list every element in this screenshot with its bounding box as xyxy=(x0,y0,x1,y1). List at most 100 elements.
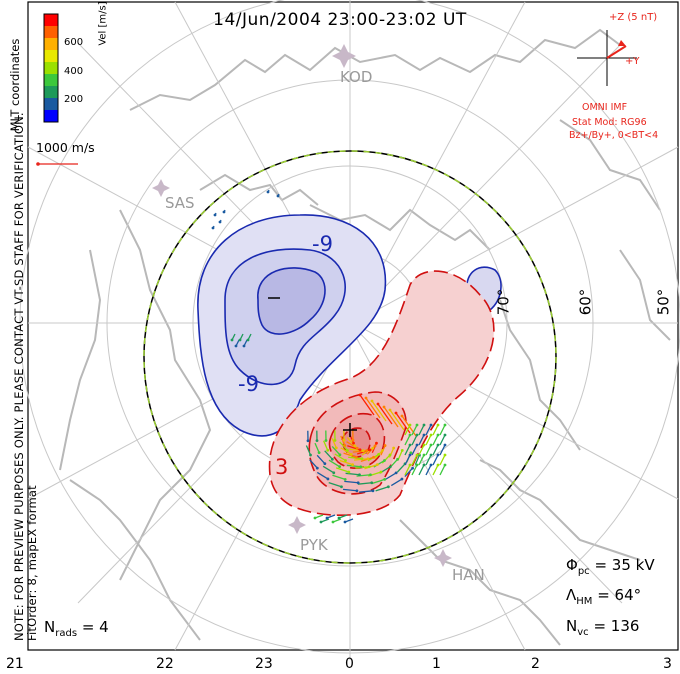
imf-clock-dial xyxy=(577,30,637,86)
colorbar-swatch xyxy=(44,86,58,98)
imf-source: OMNI IMF xyxy=(582,102,628,113)
colorbar-tick-600: 600 xyxy=(64,37,84,48)
velocity-vector xyxy=(334,453,346,462)
nvc-symbol: N xyxy=(566,617,578,635)
stat-n-vc: Nvc = 136 xyxy=(566,617,639,638)
imf-bz-label: +Z (5 nT) xyxy=(609,12,658,23)
vector-origin xyxy=(408,453,412,457)
vector-origin xyxy=(355,489,359,493)
vector-origin xyxy=(408,423,412,427)
vector-origin xyxy=(337,516,341,520)
vector-origin xyxy=(429,423,433,427)
velocity-vector xyxy=(324,450,333,460)
fit-order: FitOrder: 8, mapEX format xyxy=(25,485,39,641)
vector-origin xyxy=(443,463,447,467)
vector-origin xyxy=(331,520,335,524)
coastlines xyxy=(59,28,671,646)
velocity-vector xyxy=(373,460,385,468)
vector-origin xyxy=(338,453,342,457)
velocity-vector xyxy=(340,447,352,455)
velocity-vector xyxy=(346,464,361,468)
positive-contour-label: 3 xyxy=(275,455,289,479)
vector-origin xyxy=(358,393,362,397)
velocity-vector xyxy=(397,450,403,461)
mlt-tick-22: 22 xyxy=(156,656,174,672)
vector-origin xyxy=(369,473,372,477)
nrads-value: = 4 xyxy=(81,618,109,636)
velocity-vector xyxy=(404,454,411,466)
nrads-symbol: N xyxy=(44,618,56,636)
vector-origin xyxy=(340,485,343,489)
velocity-vector xyxy=(316,454,326,465)
velocity-vector xyxy=(425,464,432,476)
velocity-vector xyxy=(309,459,318,469)
vector-origin xyxy=(317,451,321,455)
colorbar-swatch xyxy=(44,50,58,62)
colorbar-tick-400: 400 xyxy=(64,66,84,77)
vector-origin xyxy=(338,465,342,469)
vector-origin xyxy=(379,470,383,474)
mlt-tick-3: 3 xyxy=(663,656,672,672)
vector-origin xyxy=(366,457,370,461)
velocity-vector xyxy=(418,424,425,436)
velocity-vector xyxy=(314,514,324,519)
velocity-vector xyxy=(320,518,330,523)
vector-origin xyxy=(383,444,387,447)
vector-origin xyxy=(315,466,319,470)
velocity-vector xyxy=(355,466,370,469)
velocity-vector xyxy=(371,478,385,485)
vector-origin xyxy=(429,453,433,457)
vector-origin xyxy=(436,423,440,427)
vector-origin xyxy=(373,444,377,448)
vector-origin xyxy=(313,516,317,520)
station-sas: SAS xyxy=(165,194,195,212)
vector-origin xyxy=(443,433,447,437)
colorbar-swatch xyxy=(44,110,58,122)
vector-origin xyxy=(394,471,398,475)
velocity-vector xyxy=(390,478,403,487)
vector-origin xyxy=(306,439,310,443)
latitude-70: 70° xyxy=(494,288,513,316)
vector-origin xyxy=(211,226,215,230)
velocity-vector xyxy=(331,438,337,449)
vector-origin xyxy=(309,453,312,457)
vector-origin xyxy=(352,441,355,445)
imf-by-label: +Y xyxy=(625,56,640,67)
phi-subscript: pc xyxy=(577,566,590,577)
imf-condition: Bz+/By+, 0<BT<4 xyxy=(569,130,659,141)
vector-origin xyxy=(371,446,375,450)
vector-origin xyxy=(351,438,355,442)
velocity-vector xyxy=(335,467,350,473)
vector-origin xyxy=(388,408,392,412)
velocity-vector xyxy=(364,464,378,470)
velocity-colorbar xyxy=(43,13,59,123)
vector-origin xyxy=(400,477,404,481)
colorbar-frame xyxy=(43,13,59,123)
vector-origin xyxy=(234,344,238,348)
velocity-vector xyxy=(411,464,418,476)
vector-origin xyxy=(436,463,440,467)
station-marker-han xyxy=(434,549,452,567)
velocity-vector xyxy=(411,434,418,446)
vector-origin xyxy=(415,443,419,447)
velocity-vector xyxy=(432,464,439,476)
vector-origin xyxy=(377,452,381,456)
vector-origin xyxy=(422,433,426,437)
velocity-vector xyxy=(328,481,342,488)
vector-origin xyxy=(375,441,378,445)
velocity-vector xyxy=(342,488,357,492)
vector-origin xyxy=(238,338,242,342)
colorbar-swatch xyxy=(44,62,58,74)
vector-origin xyxy=(358,473,361,477)
colorbar-swatch xyxy=(44,38,58,50)
nvc-value: = 136 xyxy=(593,617,640,635)
velocity-vector xyxy=(338,514,348,519)
vector-origin xyxy=(422,463,426,467)
vector-origin xyxy=(355,446,359,450)
velocity-vector xyxy=(331,445,341,456)
vector-origin xyxy=(392,446,396,450)
vector-origin xyxy=(386,485,390,489)
vector-origin xyxy=(388,453,392,457)
station-marker-pyk xyxy=(288,516,306,534)
velocity-vector xyxy=(411,424,418,436)
